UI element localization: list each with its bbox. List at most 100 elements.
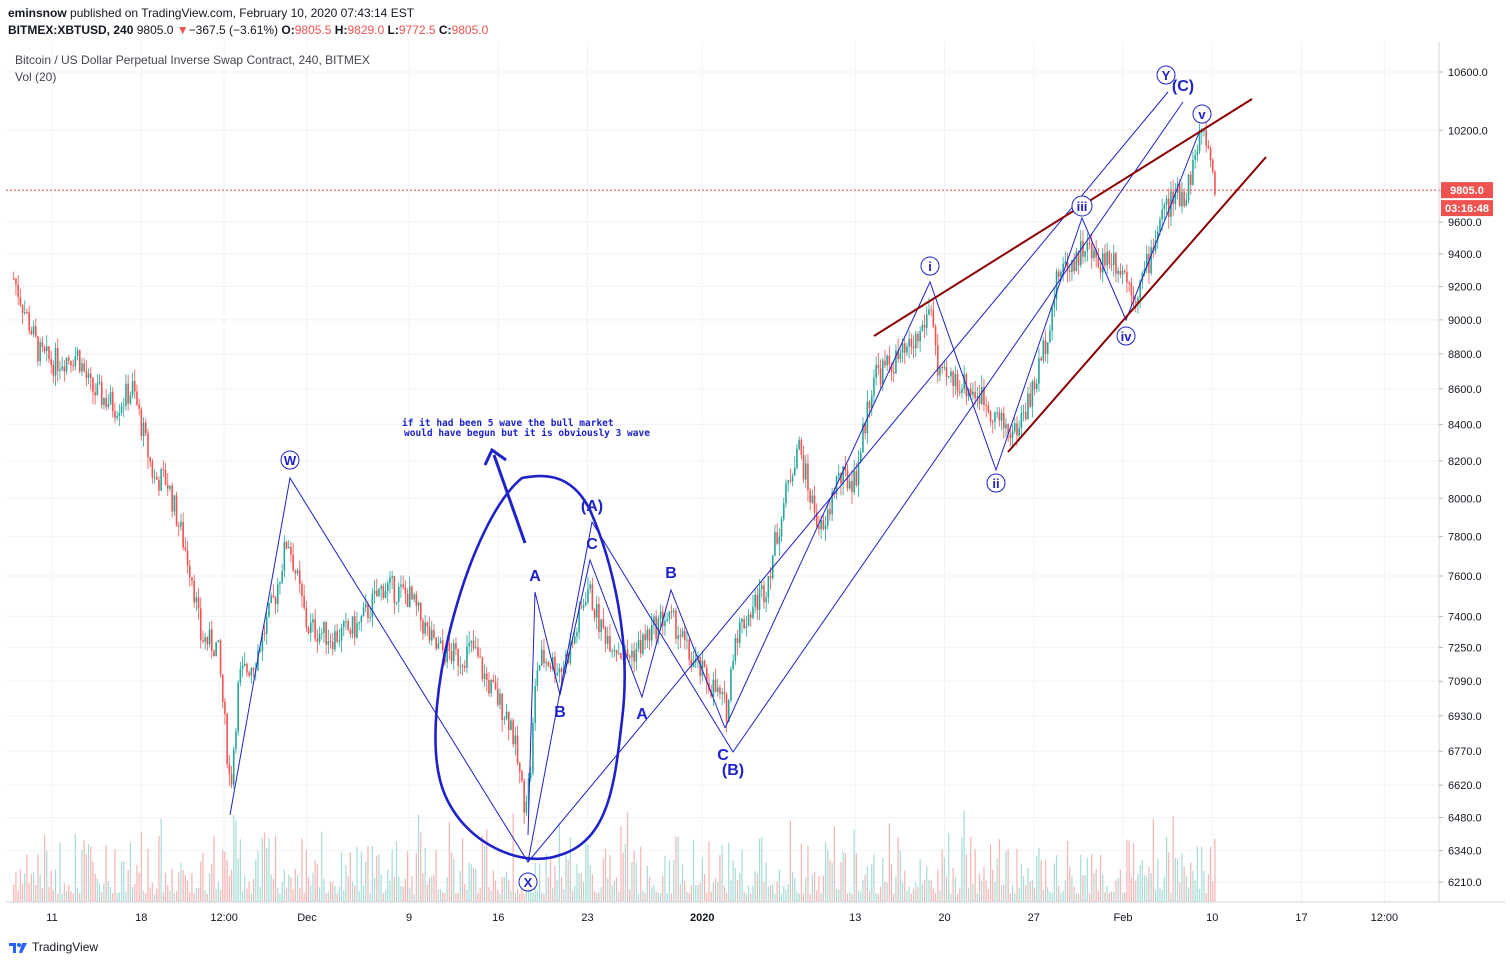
candle-up xyxy=(785,483,787,504)
volume-bar xyxy=(360,851,362,902)
volume-bar xyxy=(985,880,987,902)
price-tick-label: 8800.0 xyxy=(1448,349,1482,361)
volume-bar xyxy=(477,892,479,902)
volume-bar xyxy=(296,875,299,902)
candle-up xyxy=(727,700,730,723)
candle-up xyxy=(1181,191,1183,207)
volume-bar xyxy=(697,885,699,902)
candle-down xyxy=(186,550,189,566)
candle-down xyxy=(1029,393,1031,407)
volume-bar xyxy=(252,878,255,902)
candle-up xyxy=(483,673,486,679)
volume-bar xyxy=(1102,874,1104,902)
drawing-overlays xyxy=(229,91,1267,863)
candle-up xyxy=(778,536,781,544)
wave-label: v xyxy=(1198,107,1206,122)
volume-bar xyxy=(519,893,521,902)
volume-bar xyxy=(510,891,512,902)
volume-bar xyxy=(585,843,587,902)
symbol[interactable]: BITMEX:XBTUSD, xyxy=(8,23,110,37)
volume-bar xyxy=(1031,879,1033,902)
price-axis[interactable]: 10600.010200.09800.09600.09400.09200.090… xyxy=(1439,67,1488,889)
volume-bar xyxy=(294,869,296,902)
volume-bar xyxy=(1084,875,1086,902)
candle-down xyxy=(1211,159,1214,172)
candle-up xyxy=(1064,261,1067,264)
candle-down xyxy=(1119,270,1122,275)
candle-up xyxy=(617,653,620,655)
volume-bar xyxy=(37,854,39,902)
volume-bar xyxy=(1117,877,1119,902)
price-tick-label: 8400.0 xyxy=(1448,419,1482,431)
wave-label-circle xyxy=(280,450,300,470)
candle-down xyxy=(477,647,479,657)
candle-down xyxy=(1024,412,1027,420)
candle-down xyxy=(822,520,825,530)
candle-down xyxy=(1082,241,1084,257)
volume-bar xyxy=(1132,842,1135,902)
price-tick-label: 10600.0 xyxy=(1448,67,1488,79)
candle-up xyxy=(369,617,371,619)
volume-bar xyxy=(820,892,822,902)
volume-bar xyxy=(1130,876,1132,902)
author-name[interactable]: eminsnow xyxy=(8,6,67,20)
volume-bar xyxy=(398,876,400,902)
candle-down xyxy=(184,547,187,551)
volume-bar xyxy=(248,881,250,902)
candle-down xyxy=(543,649,545,664)
candle-up xyxy=(65,357,68,372)
wave-label: (B) xyxy=(722,762,744,779)
volume-bar xyxy=(536,890,538,902)
volume-bar xyxy=(783,886,785,902)
volume-bar xyxy=(668,860,670,902)
footer-brand[interactable]: TradingView xyxy=(8,940,98,954)
volume-bar xyxy=(706,892,708,902)
volume-bar xyxy=(1104,892,1106,902)
volume-bar xyxy=(780,893,783,902)
candle-down xyxy=(639,640,642,654)
candle-down xyxy=(512,720,514,745)
interval[interactable]: 240 xyxy=(113,23,134,37)
volume-bar xyxy=(94,873,96,902)
candle-up xyxy=(732,660,734,670)
candle-down xyxy=(1040,358,1042,361)
candle-down xyxy=(516,735,519,763)
volume-bar xyxy=(444,892,446,902)
price-tick-label: 9200.0 xyxy=(1448,282,1482,294)
candle-up xyxy=(1086,242,1089,252)
candle-up xyxy=(811,495,814,503)
volume-bar xyxy=(39,874,41,902)
wave-label: A xyxy=(636,706,648,723)
volume-bar xyxy=(622,852,624,902)
candle-down xyxy=(987,405,990,412)
volume-bar xyxy=(1121,893,1124,902)
volume-bar xyxy=(65,891,68,902)
volume-bar xyxy=(629,889,631,902)
volume-bar xyxy=(162,892,164,902)
time-axis[interactable]: 11 18 12:00 Dec 9 16 23 2020 13 20 27 Feb 10 17 12:00 xyxy=(46,912,1398,924)
candle-down xyxy=(89,373,92,378)
candle-down xyxy=(450,651,453,662)
volume-bar xyxy=(28,883,30,902)
candle-up xyxy=(153,477,156,479)
volume-bar xyxy=(127,870,129,902)
candle-down xyxy=(213,650,215,657)
volume-bar xyxy=(637,893,640,902)
volume-bar xyxy=(613,880,615,902)
candle-up xyxy=(774,532,776,556)
volume-bar xyxy=(362,885,365,902)
volume-bar xyxy=(508,880,510,902)
candle-up xyxy=(327,641,330,645)
volume-bar xyxy=(116,892,118,902)
wave-label: i xyxy=(928,259,932,274)
volume-bar xyxy=(125,892,127,902)
volume-bar xyxy=(943,857,945,902)
volume-bar xyxy=(310,885,312,902)
volume-bar xyxy=(620,826,622,902)
candle-down xyxy=(923,324,926,328)
volume-bar xyxy=(123,861,125,902)
candle-down xyxy=(945,367,948,378)
last-price: 9805.0 xyxy=(136,23,174,37)
volume-bar xyxy=(409,887,411,902)
